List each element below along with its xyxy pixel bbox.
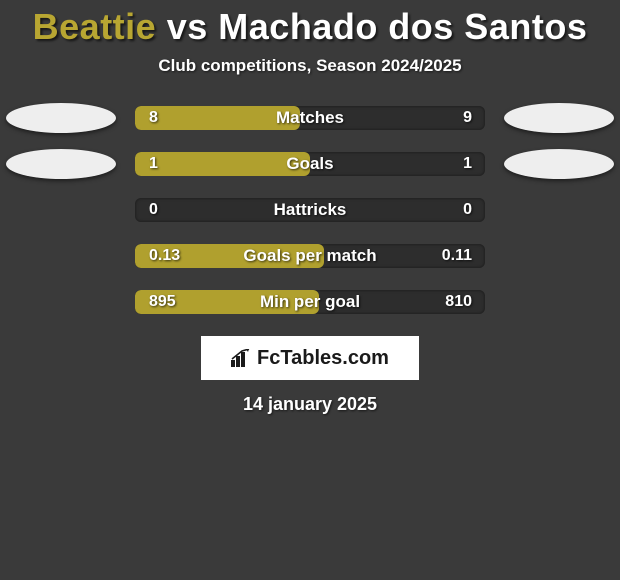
bar-chart-icon xyxy=(231,349,251,367)
subtitle: Club competitions, Season 2024/2025 xyxy=(0,56,620,76)
page-root: Beattie vs Machado dos Santos Club compe… xyxy=(0,0,620,580)
title-vs: vs xyxy=(167,6,208,47)
title-player2: Machado dos Santos xyxy=(218,6,587,47)
stat-right-value: 1 xyxy=(463,152,472,176)
stat-right-value: 9 xyxy=(463,106,472,130)
stat-right-value: 810 xyxy=(445,290,472,314)
stat-label: Min per goal xyxy=(0,290,620,314)
stat-row-gpm: 0.13Goals per match0.11 xyxy=(0,244,620,268)
logo-text: FcTables.com xyxy=(257,347,389,370)
stat-right-value: 0.11 xyxy=(442,244,472,268)
date-label: 14 january 2025 xyxy=(0,394,620,415)
stat-rows: 8Matches9 1Goals1 0Hattricks0 0.13Goals per… xyxy=(0,106,620,314)
page-title: Beattie vs Machado dos Santos xyxy=(0,6,620,48)
stat-row-goals: 1Goals1 xyxy=(0,152,620,176)
stat-label: Hattricks xyxy=(0,198,620,222)
logo-box[interactable]: FcTables.com xyxy=(201,336,419,380)
stat-row-matches: 8Matches9 xyxy=(0,106,620,130)
title-player1: Beattie xyxy=(33,6,157,47)
stat-right-value: 0 xyxy=(463,198,472,222)
stat-row-hattricks: 0Hattricks0 xyxy=(0,198,620,222)
stat-label: Matches xyxy=(0,106,620,130)
stat-label: Goals per match xyxy=(0,244,620,268)
stat-label: Goals xyxy=(0,152,620,176)
stat-row-mpg: 895Min per goal810 xyxy=(0,290,620,314)
